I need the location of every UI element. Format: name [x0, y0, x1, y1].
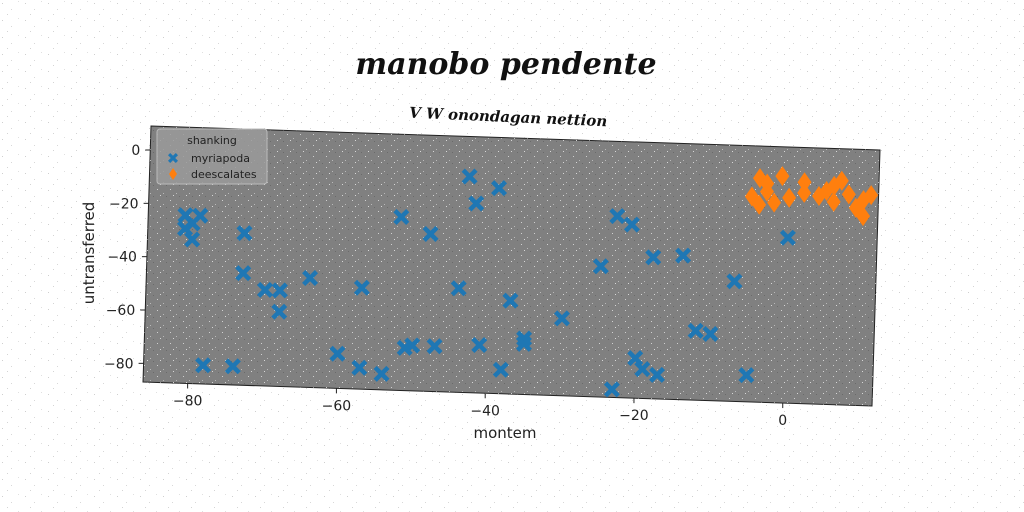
data-point-myriapoda [351, 359, 368, 376]
data-point-myriapoda [422, 225, 439, 242]
y-tick-label: −20 [109, 196, 139, 212]
data-point-deescalates [797, 182, 812, 203]
data-point-deescalates [826, 191, 841, 212]
data-point-deescalates [752, 194, 767, 215]
data-point-myriapoda [738, 367, 755, 384]
data-point-myriapoda [236, 225, 253, 242]
data-point-deescalates [760, 173, 775, 194]
data-point-myriapoda [184, 231, 201, 248]
data-point-myriapoda [592, 258, 609, 275]
x-tick-label: −80 [173, 393, 203, 409]
data-point-myriapoda [687, 322, 704, 339]
y-tick-label: −40 [107, 250, 137, 266]
legend-label-deescalates: deescalates [191, 168, 257, 181]
data-point-deescalates [775, 166, 790, 187]
data-point-myriapoda [235, 265, 252, 282]
legend-title: shanking [187, 134, 237, 147]
data-point-myriapoda [468, 195, 485, 212]
data-point-myriapoda [627, 350, 644, 367]
data-point-myriapoda [649, 366, 666, 383]
data-point-myriapoda [492, 361, 509, 378]
legend-marker-deescalates [169, 168, 177, 180]
legend-label-myriapoda: myriapoda [191, 152, 250, 165]
data-point-myriapoda [450, 280, 467, 297]
data-point-myriapoda [257, 281, 274, 298]
y-tick-label: 0 [131, 143, 140, 159]
plot-area: −80 −60 −40 −20 0 0 −20 −40 −60 −80 shanking myriap… [104, 125, 881, 429]
data-point-myriapoda [271, 282, 288, 299]
data-point-myriapoda [192, 207, 209, 224]
data-point-myriapoda [271, 303, 288, 320]
data-point-myriapoda [393, 208, 410, 225]
data-point-myriapoda [353, 279, 370, 296]
data-point-myriapoda [634, 361, 651, 378]
y-axis-label: untransferred [80, 202, 98, 305]
data-point-myriapoda [623, 216, 640, 233]
data-point-deescalates [856, 206, 871, 227]
x-tick-label: −20 [619, 408, 649, 424]
data-point-myriapoda [224, 358, 241, 375]
data-point-myriapoda [329, 345, 346, 362]
x-tick-label: −60 [322, 398, 352, 414]
legend-box [156, 128, 268, 185]
data-point-deescalates [797, 172, 812, 193]
data-point-myriapoda [491, 180, 508, 197]
data-point-deescalates [841, 184, 856, 205]
x-axis-label: montem [473, 424, 536, 442]
data-point-myriapoda [461, 168, 478, 185]
data-point-myriapoda [779, 229, 796, 246]
data-point-myriapoda [195, 357, 212, 374]
y-tick-label: −60 [106, 303, 136, 319]
x-tick-label: −40 [470, 403, 500, 419]
data-point-deescalates [864, 185, 879, 206]
data-point-myriapoda [515, 335, 532, 352]
chart-title: manobo pendente [355, 47, 656, 82]
data-point-myriapoda [302, 270, 319, 287]
data-point-myriapoda [726, 273, 743, 290]
data-point-deescalates [782, 187, 797, 208]
data-point-myriapoda [675, 247, 692, 264]
data-point-myriapoda [502, 292, 519, 309]
data-point-myriapoda [645, 249, 662, 266]
data-point-myriapoda [426, 338, 443, 355]
data-point-deescalates [827, 175, 842, 196]
x-tick-label: 0 [778, 413, 787, 429]
legend-marker-myriapoda [168, 153, 178, 163]
data-point-myriapoda [177, 220, 194, 237]
data-point-myriapoda [603, 381, 620, 398]
y-tick-label: −80 [104, 356, 134, 372]
data-point-myriapoda [404, 337, 421, 354]
plot-noise [143, 126, 880, 406]
data-point-myriapoda [471, 337, 488, 354]
data-point-deescalates [767, 192, 782, 213]
data-point-myriapoda [553, 310, 570, 327]
data-point-myriapoda [609, 208, 626, 225]
data-point-myriapoda [702, 325, 719, 342]
data-point-myriapoda [373, 365, 390, 382]
